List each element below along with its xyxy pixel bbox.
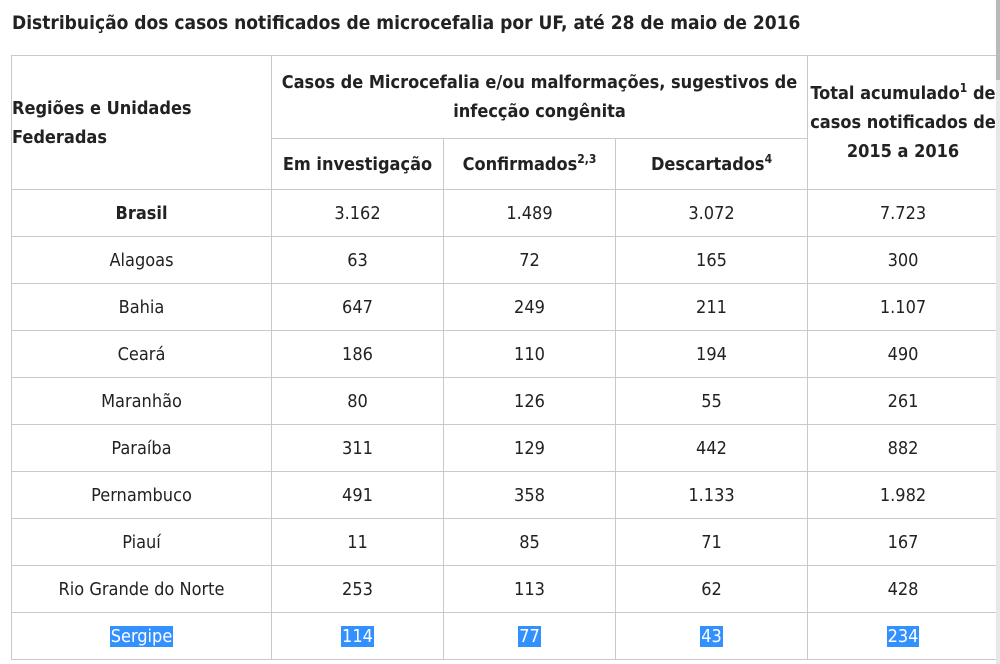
cell-total: 882 (807, 424, 1000, 472)
header-investigacao: Em investigação (271, 138, 444, 190)
cell-descartados: 165 (614, 236, 809, 284)
cell-descartados: 194 (614, 330, 809, 378)
cell-total: 167 (807, 518, 1000, 566)
vertical-scrollbar[interactable] (996, 0, 1000, 664)
table-row: Ceará 186 110 194 490 (11, 330, 1000, 378)
cell-descartados: 1.133 (614, 471, 809, 519)
selected-text[interactable]: 114 (341, 625, 374, 647)
cell-total: 1.982 (807, 471, 1000, 519)
row-name: Maranhão (11, 377, 272, 425)
table-row: Brasil 3.162 1.489 3.072 7.723 (11, 189, 1000, 237)
cell-descartados: 211 (614, 283, 809, 331)
header-descartados: Descartados4 (614, 138, 809, 190)
cell-investigacao: 3.162 (271, 189, 444, 237)
page-title: Distribuição dos casos notificados de mi… (12, 12, 801, 34)
table-row: Bahia 647 249 211 1.107 (11, 283, 1000, 331)
cell-confirmados: 358 (443, 471, 616, 519)
table-row: Paraíba 311 129 442 882 (11, 424, 1000, 472)
row-name: Piauí (11, 518, 272, 566)
cell-confirmados: 72 (443, 236, 616, 284)
row-name: Rio Grande do Norte (11, 565, 272, 613)
microcefalia-table: Regiões e Unidades Federadas Casos de Mi… (11, 55, 1000, 660)
cell-descartados: 55 (614, 377, 809, 425)
row-name: Pernambuco (11, 471, 272, 519)
row-name: Alagoas (11, 236, 272, 284)
cell-descartados: 43 (614, 612, 809, 660)
row-name: Ceará (11, 330, 272, 378)
cell-investigacao: 253 (271, 565, 444, 613)
header-group: Casos de Microcefalia e/ou malformações,… (270, 55, 809, 139)
header-region: Regiões e Unidades Federadas (11, 55, 272, 190)
cell-confirmados: 129 (443, 424, 616, 472)
header-confirmados-footnote: 2,3 (577, 151, 597, 166)
table-row: Pernambuco 491 358 1.133 1.982 (11, 471, 1000, 519)
cell-total: 1.107 (807, 283, 1000, 331)
table-row: Rio Grande do Norte 253 113 62 428 (11, 565, 1000, 613)
selected-text[interactable]: 43 (700, 625, 723, 647)
table-row-selected: Sergipe 114 77 43 234 (11, 612, 1000, 660)
header-total-label-rest: de casos notificados de 2015 a 2016 (810, 83, 996, 162)
cell-total: 234 (807, 612, 1000, 660)
cell-confirmados: 85 (443, 518, 616, 566)
table-row: Maranhão 80 126 55 261 (11, 377, 1000, 425)
row-name-cell: Sergipe (11, 612, 272, 660)
cell-descartados: 442 (614, 424, 809, 472)
cell-total: 428 (807, 565, 1000, 613)
selected-text[interactable]: 77 (518, 625, 541, 647)
selected-text[interactable]: Sergipe (109, 625, 174, 647)
header-descartados-label: Descartados (650, 153, 765, 175)
cell-investigacao: 63 (271, 236, 444, 284)
cell-investigacao: 80 (271, 377, 444, 425)
header-total-label: Total acumulado (810, 83, 960, 104)
header-total-footnote: 1 (959, 81, 968, 95)
row-name: Brasil (11, 189, 272, 237)
cell-investigacao: 491 (271, 471, 444, 519)
cell-descartados: 71 (614, 518, 809, 566)
header-total: Total acumulado1 de casos notificados de… (807, 55, 1000, 190)
cell-confirmados: 126 (443, 377, 616, 425)
cell-total: 300 (807, 236, 1000, 284)
row-name: Paraíba (11, 424, 272, 472)
cell-investigacao: 186 (271, 330, 444, 378)
cell-total: 7.723 (807, 189, 1000, 237)
row-name: Bahia (11, 283, 272, 331)
cell-total: 261 (807, 377, 1000, 425)
table-row: Piauí 11 85 71 167 (11, 518, 1000, 566)
cell-total: 490 (807, 330, 1000, 378)
table-row: Alagoas 63 72 165 300 (11, 236, 1000, 284)
cell-investigacao: 647 (271, 283, 444, 331)
cell-confirmados: 77 (443, 612, 616, 660)
cell-descartados: 3.072 (614, 189, 809, 237)
cell-confirmados: 110 (443, 330, 616, 378)
cell-investigacao: 11 (271, 518, 444, 566)
cell-investigacao: 114 (271, 612, 444, 660)
cell-confirmados: 1.489 (443, 189, 616, 237)
cell-descartados: 62 (614, 565, 809, 613)
selected-text[interactable]: 234 (886, 625, 920, 647)
header-descartados-footnote: 4 (764, 151, 773, 166)
cell-confirmados: 249 (443, 283, 616, 331)
cell-confirmados: 113 (443, 565, 616, 613)
header-confirmados: Confirmados2,3 (443, 138, 616, 190)
header-confirmados-label: Confirmados (462, 153, 578, 175)
scrollbar-thumb[interactable] (996, 0, 1000, 80)
cell-investigacao: 311 (271, 424, 444, 472)
